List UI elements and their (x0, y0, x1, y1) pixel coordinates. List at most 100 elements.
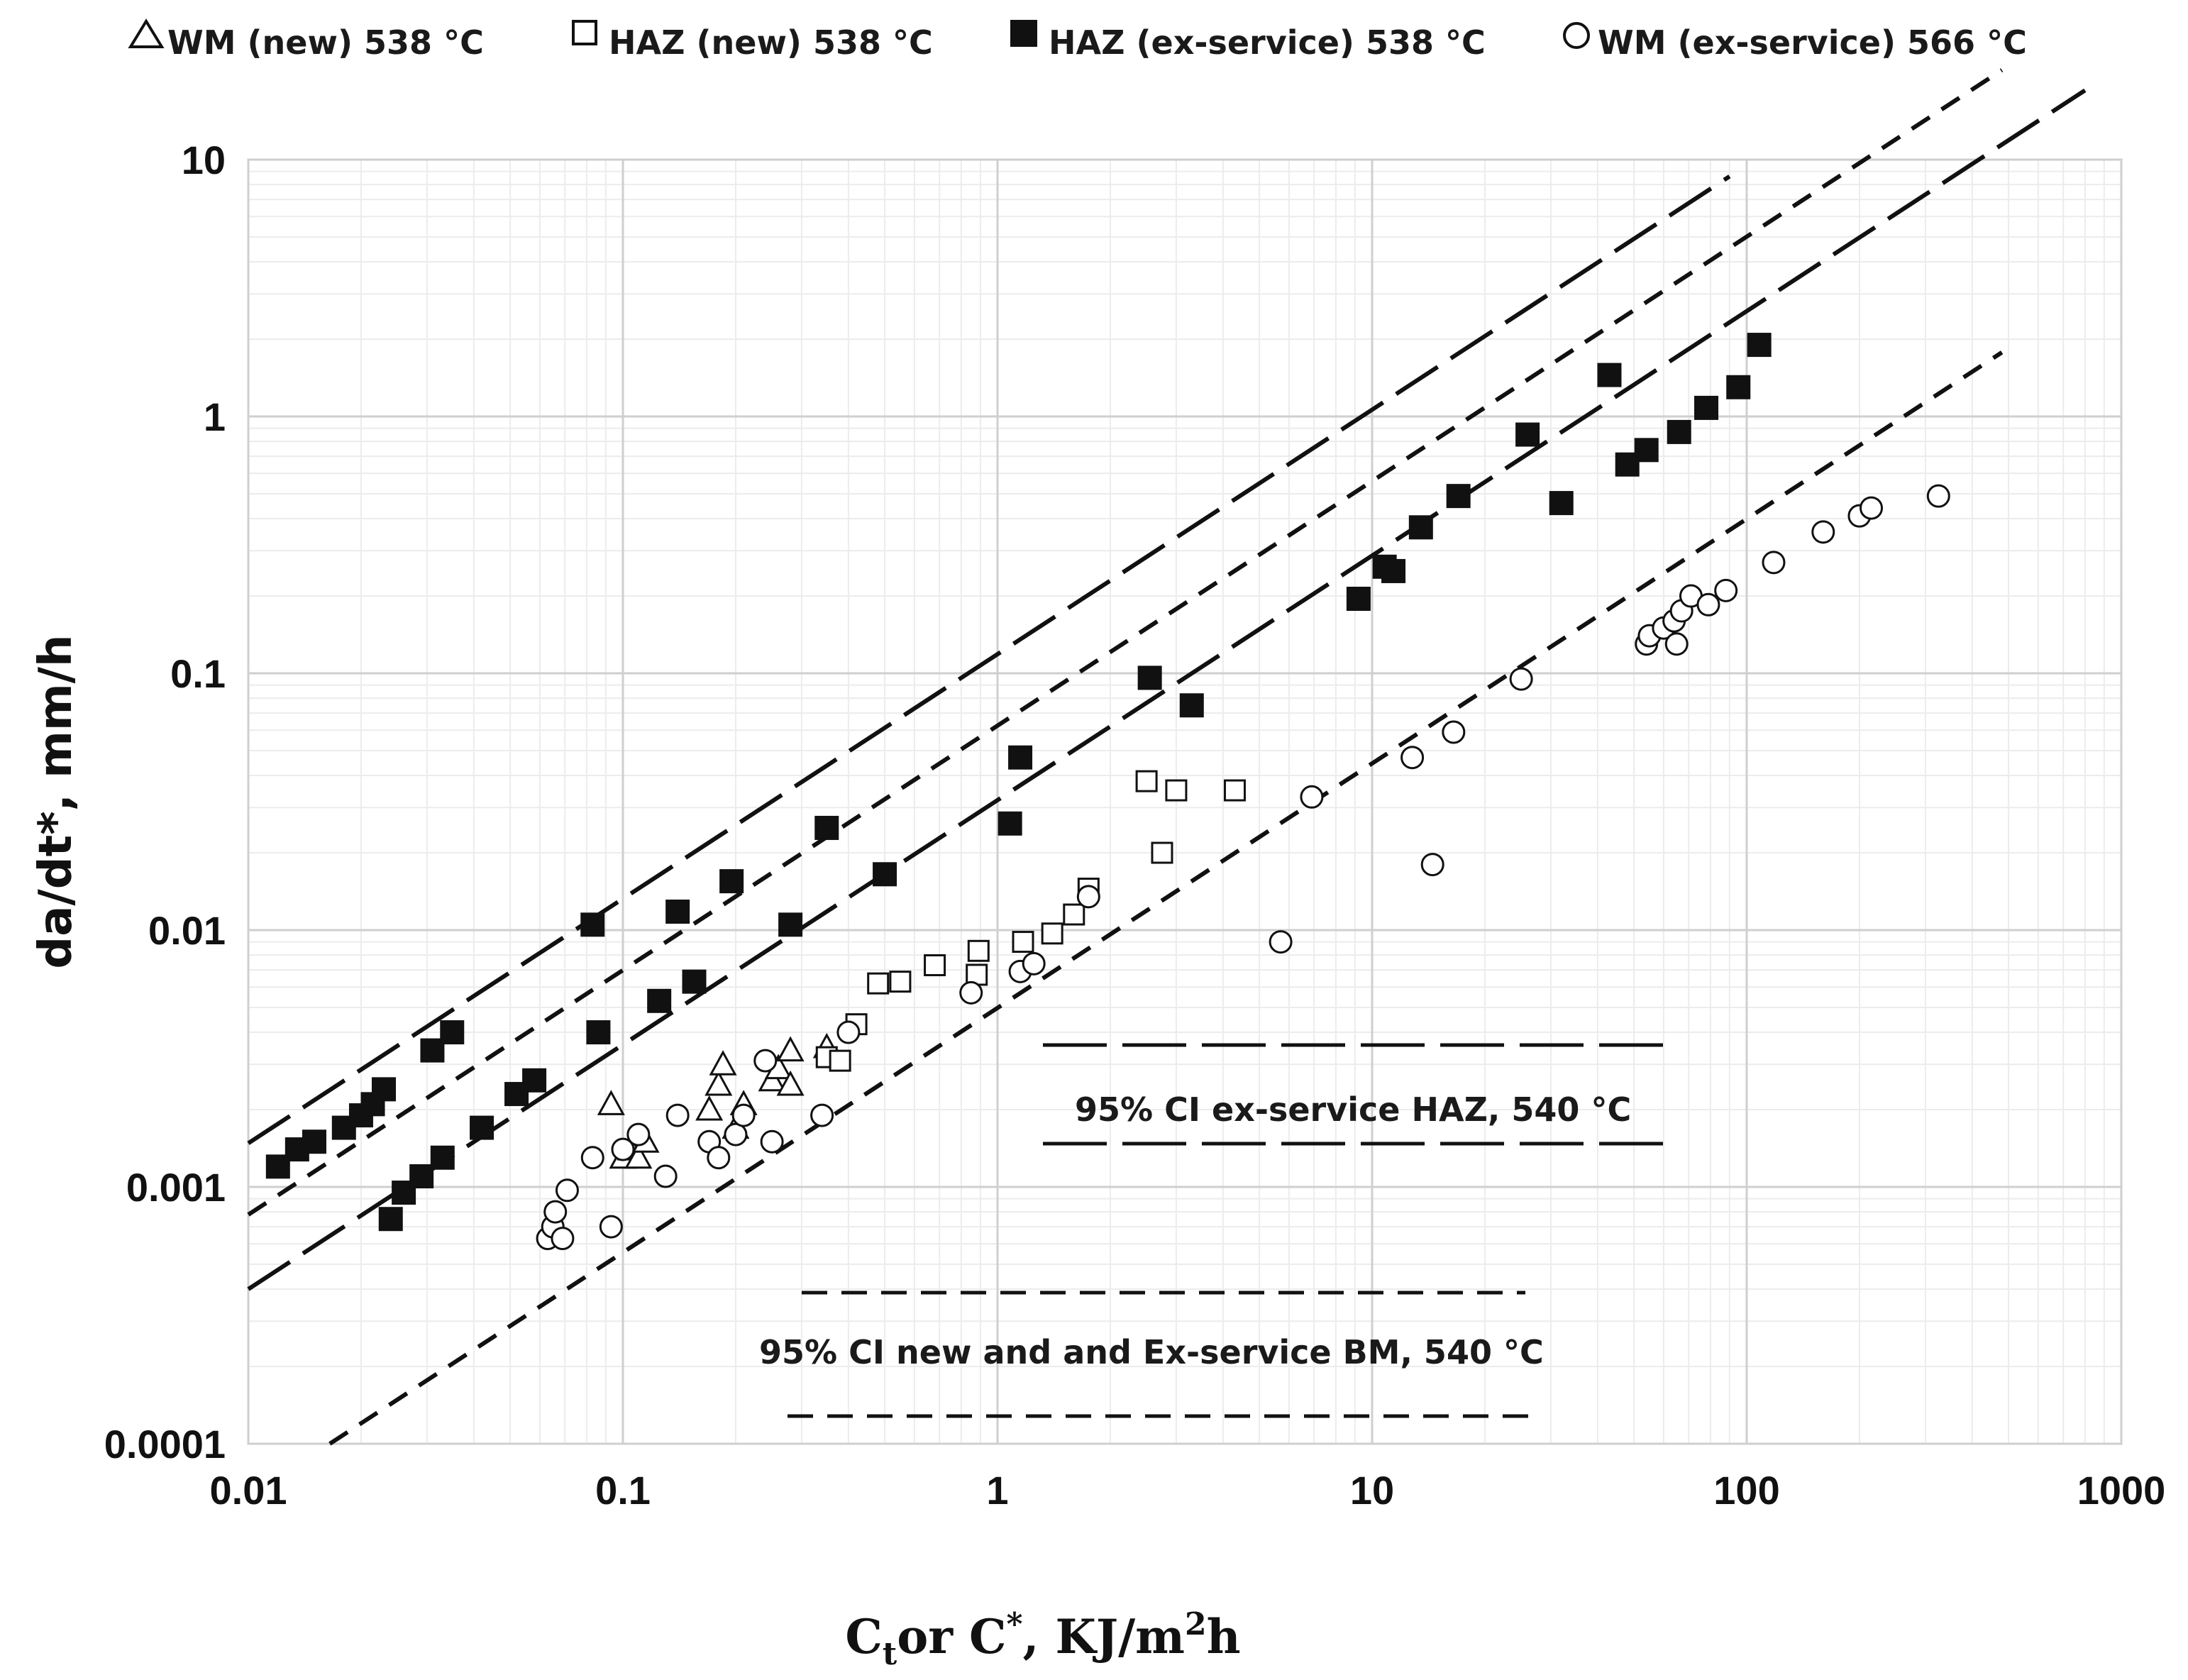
square-open-icon (572, 20, 597, 45)
wm-ex-service-point (555, 1178, 579, 1203)
haz-ex-service-point (378, 1207, 403, 1232)
wm-ex-service-point (731, 1103, 756, 1127)
haz-new-point (924, 954, 946, 976)
haz-ex-service-point (778, 912, 803, 937)
haz-ex-service-point (1137, 665, 1162, 690)
wm-ex-service-point (626, 1122, 651, 1146)
legend-label-wm-new: WM (new) 538 °C (167, 23, 484, 62)
wm-ex-service-point (1762, 551, 1786, 575)
plot-area (247, 158, 2123, 1445)
legend-item-haz-ex-service: HAZ (ex-service) 538 °C (1010, 20, 1486, 62)
axis-titles: da/dt*, mm/h Ctor C*, KJ/m2h (30, 634, 1241, 1672)
haz-ex-service-point (1694, 395, 1719, 420)
haz-new-point (1063, 903, 1085, 926)
haz-ex-service-point (302, 1129, 326, 1154)
y-tick-label: 1 (204, 394, 226, 439)
wm-ex-service-point (611, 1137, 635, 1161)
haz-new-point (1012, 931, 1034, 954)
haz-ci-bound-line (247, 88, 2087, 1291)
x-tick-label: 1000 (2077, 1468, 2166, 1513)
confidence-bounds (247, 68, 2087, 1446)
haz-ex-service-point (665, 899, 690, 924)
plot-border (247, 158, 2123, 1445)
haz-ex-service-point (1179, 693, 1204, 718)
wm-new-point (776, 1036, 805, 1062)
wm-ex-service-point (1400, 746, 1425, 770)
x-tick-label: 100 (1713, 1468, 1779, 1513)
wm-new-point (776, 1070, 805, 1096)
y-axis-title: da/dt*, mm/h (30, 634, 82, 968)
x-tick-label: 0.1 (595, 1468, 651, 1513)
wm-new-point (695, 1095, 724, 1121)
wm-ex-service-point (653, 1164, 678, 1188)
y-tick-label: 0.0001 (104, 1422, 226, 1466)
haz-ex-service-point (430, 1145, 455, 1170)
haz-ex-service-point (873, 862, 897, 887)
bm-ci-bound-line (328, 350, 2004, 1446)
haz-ex-service-point (371, 1077, 396, 1102)
haz-ex-service-point (719, 869, 744, 894)
y-tick-label: 0.001 (126, 1165, 226, 1210)
haz-ex-service-point (1634, 438, 1659, 463)
wm-ex-service-point (543, 1200, 568, 1224)
wm-ex-service-point (599, 1215, 623, 1239)
haz-ex-service-point (470, 1115, 494, 1140)
haz-ex-service-point (682, 969, 707, 994)
wm-ex-service-point (580, 1146, 604, 1170)
haz-ex-service-point (647, 988, 672, 1013)
haz-ci-bound-line (247, 175, 1731, 1145)
haz-ex-service-point (1515, 422, 1540, 447)
haz-ex-service-point (998, 811, 1022, 836)
wm-ex-service-point (1811, 520, 1835, 544)
wm-ex-service-point (1420, 853, 1444, 877)
haz-ex-service-point (586, 1020, 611, 1045)
haz-new-point (889, 971, 912, 993)
haz-ex-service-point (409, 1164, 434, 1189)
haz-ex-service-point (1747, 333, 1772, 358)
legend-item-wm-ex-service: WM (ex-service) 566 °C (1563, 22, 2027, 62)
wm-ex-service-point (1509, 667, 1533, 691)
square-filled-icon (1010, 20, 1037, 47)
bm-ci-label: 95% CI new and and Ex-service BM, 540 °C (759, 1333, 1544, 1371)
legend-label-haz-new: HAZ (new) 538 °C (609, 23, 933, 62)
wm-new-point (597, 1090, 625, 1115)
haz-new-point (1135, 770, 1158, 792)
wm-new-point (758, 1066, 786, 1092)
x-axis-title: Ctor C*, KJ/m2h (845, 1606, 1240, 1672)
wm-new-point (624, 1143, 653, 1169)
legend-label-wm-ex-service: WM (ex-service) 566 °C (1598, 23, 2027, 62)
wm-ex-service-point (760, 1129, 784, 1154)
wm-ex-service-point (1022, 951, 1046, 976)
haz-ex-service-point (580, 912, 605, 937)
data-points (265, 333, 1950, 1251)
bm-ci-bound-line (247, 68, 2004, 1217)
wm-ex-service-point (753, 1049, 778, 1073)
y-tick-label: 0.1 (170, 651, 226, 696)
haz-ex-service-point (1408, 515, 1433, 540)
wm-new-point (709, 1050, 737, 1076)
wm-ex-service-point (1696, 592, 1720, 617)
annotations: 95% CI ex-service HAZ, 540 °C 95% CI new… (759, 1043, 1667, 1418)
x-tick-label: 10 (1350, 1468, 1394, 1513)
wm-ex-service-point (810, 1103, 834, 1127)
wm-ex-service-point (1442, 720, 1466, 744)
haz-ex-service-point (1346, 587, 1371, 612)
circle-open-icon (1563, 22, 1590, 49)
haz-ex-service-point (1667, 419, 1691, 444)
haz-new-point (829, 1049, 851, 1072)
x-tick-label: 1 (986, 1468, 1008, 1513)
wm-ex-service-point (1860, 496, 1884, 520)
haz-ex-service-point (1381, 558, 1406, 583)
wm-ex-service-point (1076, 885, 1100, 909)
haz-new-point (1151, 841, 1173, 864)
haz-new-point (1223, 779, 1246, 802)
legend-item-haz-new: HAZ (new) 538 °C (572, 20, 933, 62)
haz-ex-service-point (814, 815, 839, 840)
haz-ex-service-point (440, 1020, 465, 1045)
y-axis-ticks: 0.0001 0.001 0.01 0.1 1 10 (104, 138, 226, 1466)
triangle-open-icon (128, 18, 165, 48)
y-tick-label: 0.01 (148, 908, 226, 953)
haz-new-point (867, 972, 890, 995)
haz-ex-service-point (1597, 363, 1622, 387)
